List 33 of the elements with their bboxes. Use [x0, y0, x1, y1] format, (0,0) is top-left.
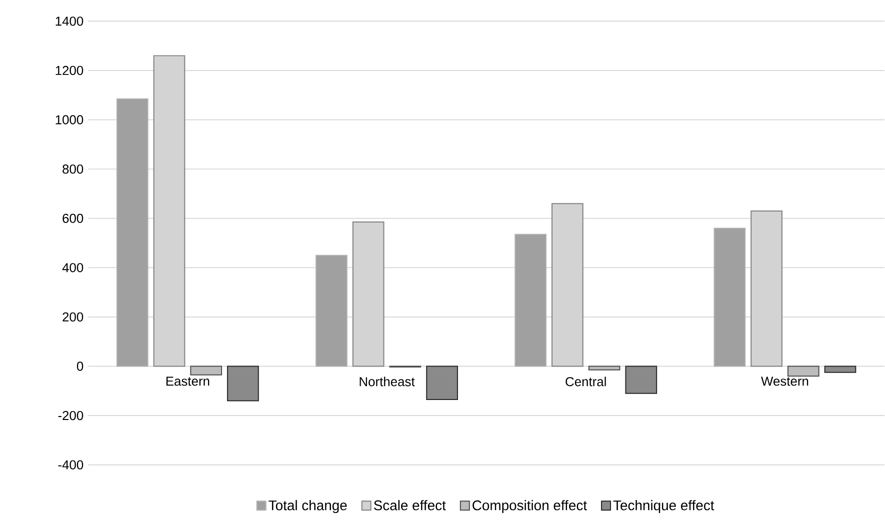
y-tick-label: 200 [62, 312, 84, 322]
x-tick-label: Western [761, 376, 808, 386]
x-tick-label: Northeast [360, 376, 415, 386]
bar [552, 203, 584, 367]
legend-label: Scale effect [374, 500, 446, 510]
bar [227, 366, 259, 402]
bar [787, 366, 820, 377]
bar [153, 55, 186, 367]
bar [714, 228, 746, 367]
x-tick-label: Central [566, 376, 606, 386]
y-tick-label: 400 [62, 263, 84, 272]
bar [116, 98, 148, 367]
bar [352, 222, 384, 367]
legend-label: Composition effect [472, 500, 587, 514]
x-tick-label: Eastern [166, 376, 210, 386]
y-tick-label: 600 [62, 214, 84, 223]
bar [824, 366, 856, 373]
y-tick-label: -400 [58, 460, 84, 470]
y-tick-label: 0 [76, 362, 84, 371]
y-tick-label: 800 [62, 164, 84, 174]
bar [190, 366, 222, 376]
bar [588, 366, 620, 370]
y-tick-label: 1200 [56, 66, 84, 76]
bar [426, 366, 458, 400]
y-tick-label: 1400 [56, 16, 84, 26]
legend-label: Total change [268, 500, 347, 514]
bar [625, 366, 658, 394]
y-tick-label: 1000 [56, 115, 84, 124]
y-tick-label: -200 [58, 410, 84, 420]
bar [514, 234, 547, 367]
legend-label: Technique effect [613, 500, 714, 514]
bar [316, 254, 348, 367]
bar [750, 210, 782, 367]
